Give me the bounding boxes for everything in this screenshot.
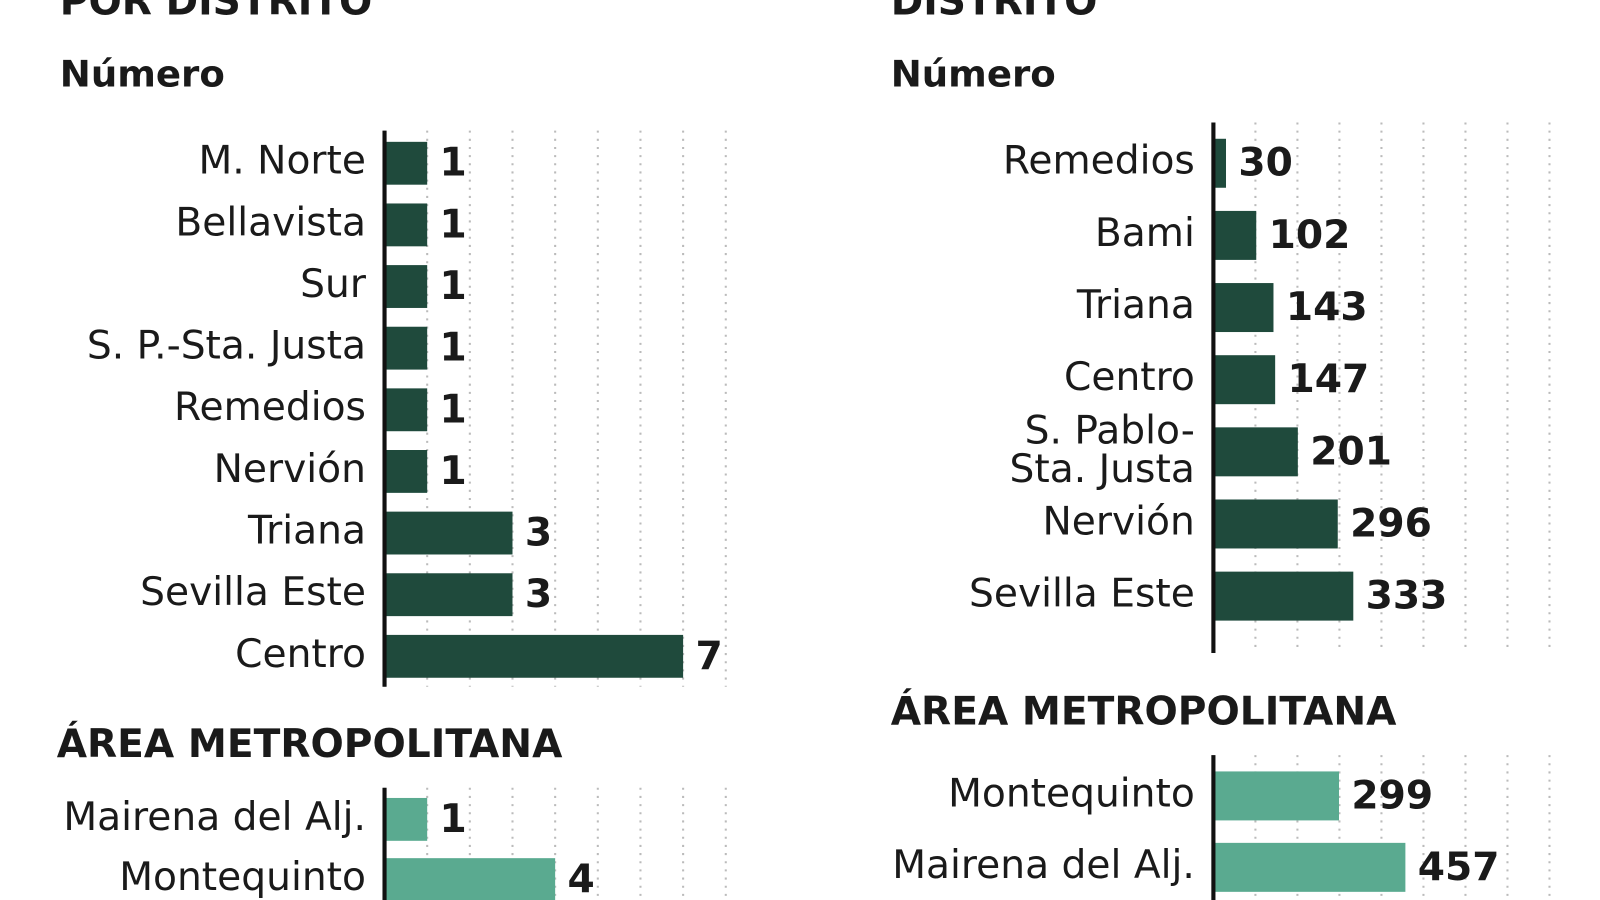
value-label: 147	[1288, 357, 1370, 402]
value-label: 143	[1286, 285, 1368, 330]
category-label: Sevilla Este	[140, 570, 366, 615]
value-label: 1	[440, 797, 467, 842]
bar	[384, 634, 684, 678]
bar	[384, 203, 428, 247]
bar	[1213, 842, 1406, 892]
bar	[384, 450, 428, 493]
bar	[384, 141, 428, 185]
value-label: 1	[440, 387, 467, 432]
value-label: 1	[440, 326, 467, 371]
category-label: Montequinto	[119, 855, 366, 900]
bar	[1213, 571, 1354, 621]
category-label: Triana	[1076, 283, 1195, 328]
category-label: Nervión	[214, 447, 366, 492]
category-label: Sevilla Este	[969, 572, 1195, 617]
category-label: Bami	[1095, 211, 1195, 256]
category-label: Centro	[235, 632, 366, 677]
category-label: Triana	[247, 509, 366, 554]
bar	[384, 265, 428, 308]
category-label: Nervión	[1042, 500, 1194, 545]
chart-title: ÁREA METROPOLITANA	[891, 688, 1397, 735]
value-label: 1	[440, 449, 467, 494]
category-label: Mairena del Alj.	[63, 795, 366, 840]
category-label: Bellavista	[175, 201, 366, 246]
value-label: 201	[1310, 430, 1392, 475]
value-label: 1	[440, 141, 467, 186]
category-label: Mairena del Alj.	[892, 843, 1195, 888]
chart-subtitle: Número	[60, 53, 225, 96]
bar	[384, 326, 428, 370]
value-label: 7	[695, 634, 722, 679]
category-label: S. Pablo-Sta. Justa	[1010, 408, 1195, 492]
bar	[1213, 427, 1298, 477]
category-label: Sur	[300, 262, 367, 307]
category-label: S. P.-Sta. Justa	[87, 324, 366, 369]
value-label: 4	[568, 857, 595, 900]
bar	[1213, 138, 1227, 188]
bar	[384, 511, 513, 555]
bar	[1213, 499, 1338, 549]
chart-title: POR DISTRITO	[60, 0, 373, 24]
value-label: 3	[525, 572, 552, 617]
category-label: Remedios	[1003, 139, 1195, 184]
value-label: 30	[1238, 141, 1293, 186]
value-label: 3	[525, 511, 552, 556]
bar	[384, 573, 513, 617]
category-label: Montequinto	[948, 772, 1195, 817]
value-label: 296	[1350, 502, 1432, 547]
value-label: 102	[1269, 213, 1351, 258]
value-label: 1	[440, 203, 467, 248]
value-label: 299	[1351, 774, 1433, 819]
category-label: Remedios	[174, 385, 366, 430]
chart-title: ÁREA METROPOLITANA	[57, 720, 563, 767]
bar	[1213, 210, 1257, 260]
chart-subtitle: Número	[891, 53, 1056, 96]
bar	[1213, 355, 1276, 405]
bar	[384, 858, 556, 900]
value-label: 333	[1366, 574, 1448, 619]
category-label: Centro	[1064, 355, 1195, 400]
bar	[384, 797, 428, 841]
value-label: 1	[440, 264, 467, 309]
value-label: 457	[1418, 845, 1500, 890]
bar	[1213, 283, 1274, 333]
bar	[1213, 771, 1340, 821]
bar	[384, 388, 428, 432]
chart-title: DISTRITO	[891, 0, 1098, 24]
category-label: M. Norte	[198, 139, 366, 184]
